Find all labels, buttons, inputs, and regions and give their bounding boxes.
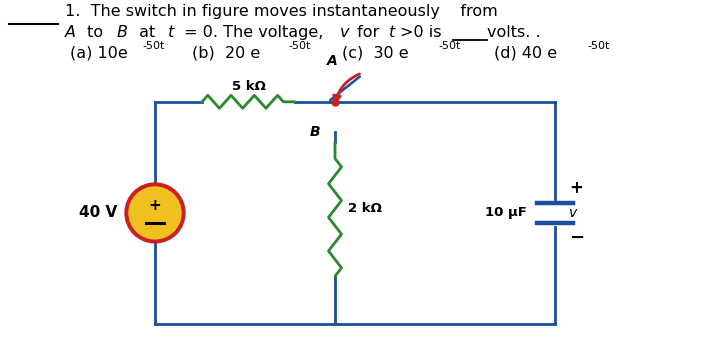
Text: volts. .: volts. . bbox=[487, 25, 541, 40]
Text: -50t: -50t bbox=[288, 41, 310, 51]
Text: -50t: -50t bbox=[587, 41, 609, 51]
Text: 2 kΩ: 2 kΩ bbox=[348, 202, 382, 216]
Text: +: + bbox=[569, 179, 583, 197]
Text: +: + bbox=[148, 199, 161, 213]
Text: −: − bbox=[569, 229, 584, 247]
Text: to: to bbox=[82, 25, 108, 40]
Text: v: v bbox=[569, 206, 577, 220]
Text: -50t: -50t bbox=[142, 41, 164, 51]
Text: (a) 10e: (a) 10e bbox=[70, 46, 127, 61]
Text: (d) 40 e: (d) 40 e bbox=[494, 46, 557, 61]
Text: (b)  20 e: (b) 20 e bbox=[192, 46, 260, 61]
Text: for: for bbox=[352, 25, 384, 40]
Text: B: B bbox=[117, 25, 128, 40]
Text: A: A bbox=[327, 54, 338, 68]
Text: -50t: -50t bbox=[438, 41, 460, 51]
Text: = 0. The voltage,: = 0. The voltage, bbox=[179, 25, 328, 40]
Text: t: t bbox=[389, 25, 395, 40]
Text: t: t bbox=[168, 25, 174, 40]
Text: >0 is: >0 is bbox=[400, 25, 446, 40]
Circle shape bbox=[129, 187, 181, 239]
Text: at: at bbox=[134, 25, 161, 40]
Text: v: v bbox=[340, 25, 349, 40]
Circle shape bbox=[125, 183, 185, 243]
Text: 10 μF: 10 μF bbox=[485, 207, 527, 219]
Text: 1.  The switch in figure moves instantaneously    from: 1. The switch in figure moves instantane… bbox=[65, 4, 498, 19]
Text: (c)  30 e: (c) 30 e bbox=[342, 46, 409, 61]
Text: 5 kΩ: 5 kΩ bbox=[232, 80, 266, 93]
Text: 40 V: 40 V bbox=[78, 206, 117, 220]
Text: A: A bbox=[65, 25, 76, 40]
Text: B: B bbox=[310, 125, 320, 139]
